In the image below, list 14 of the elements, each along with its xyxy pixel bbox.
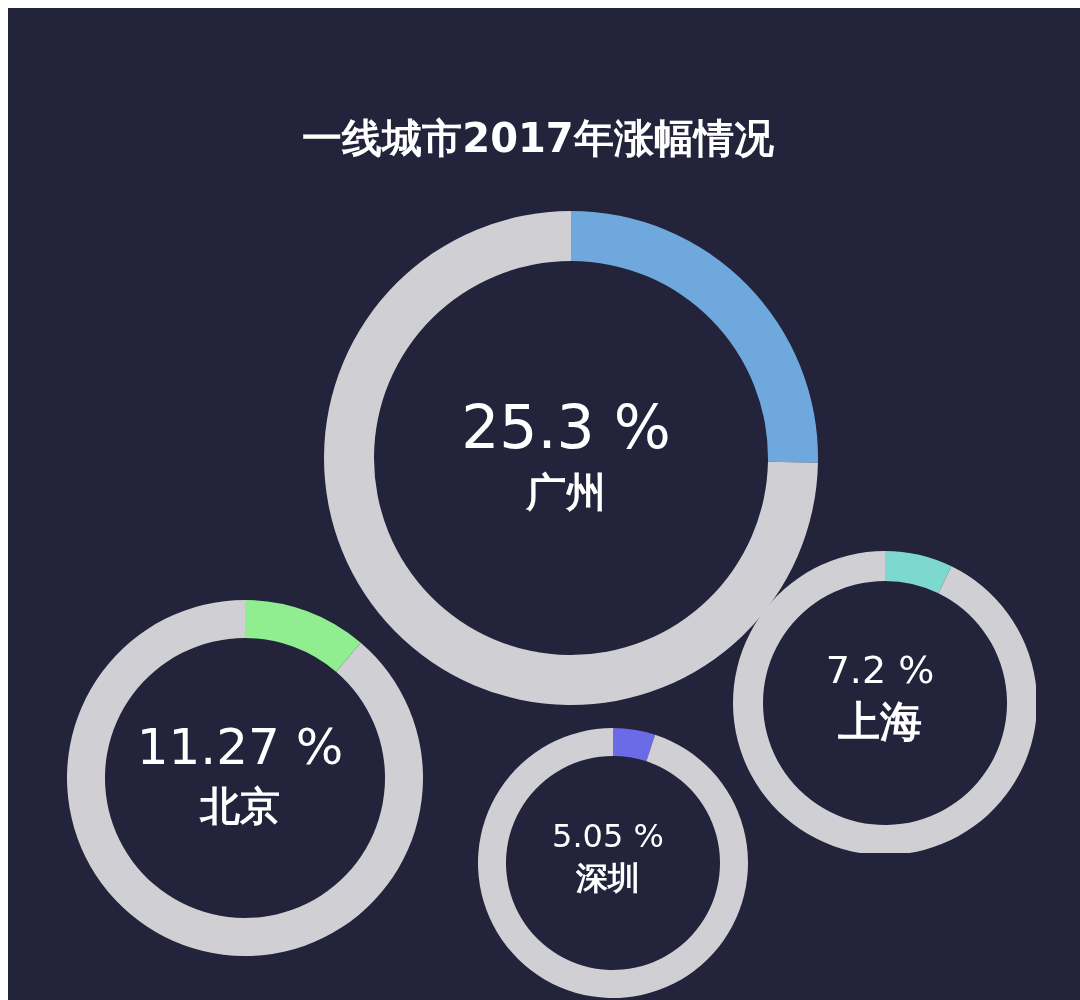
donut-slice	[67, 600, 423, 956]
text: 25.3 %	[461, 391, 671, 464]
chart-title: 一线城市2017年涨幅情况	[301, 114, 775, 163]
donut-slice	[478, 728, 748, 998]
donut-slice	[245, 600, 361, 672]
text: 7.2 %	[825, 647, 935, 694]
text: 上海	[838, 696, 922, 749]
text: 深圳	[576, 858, 640, 899]
text: 广州	[526, 468, 606, 517]
donut-slice	[613, 728, 656, 762]
text: 北京	[200, 781, 280, 831]
text: 5.05 %	[552, 816, 664, 858]
text: 11.27 %	[136, 716, 344, 778]
donut-slice	[885, 551, 952, 594]
